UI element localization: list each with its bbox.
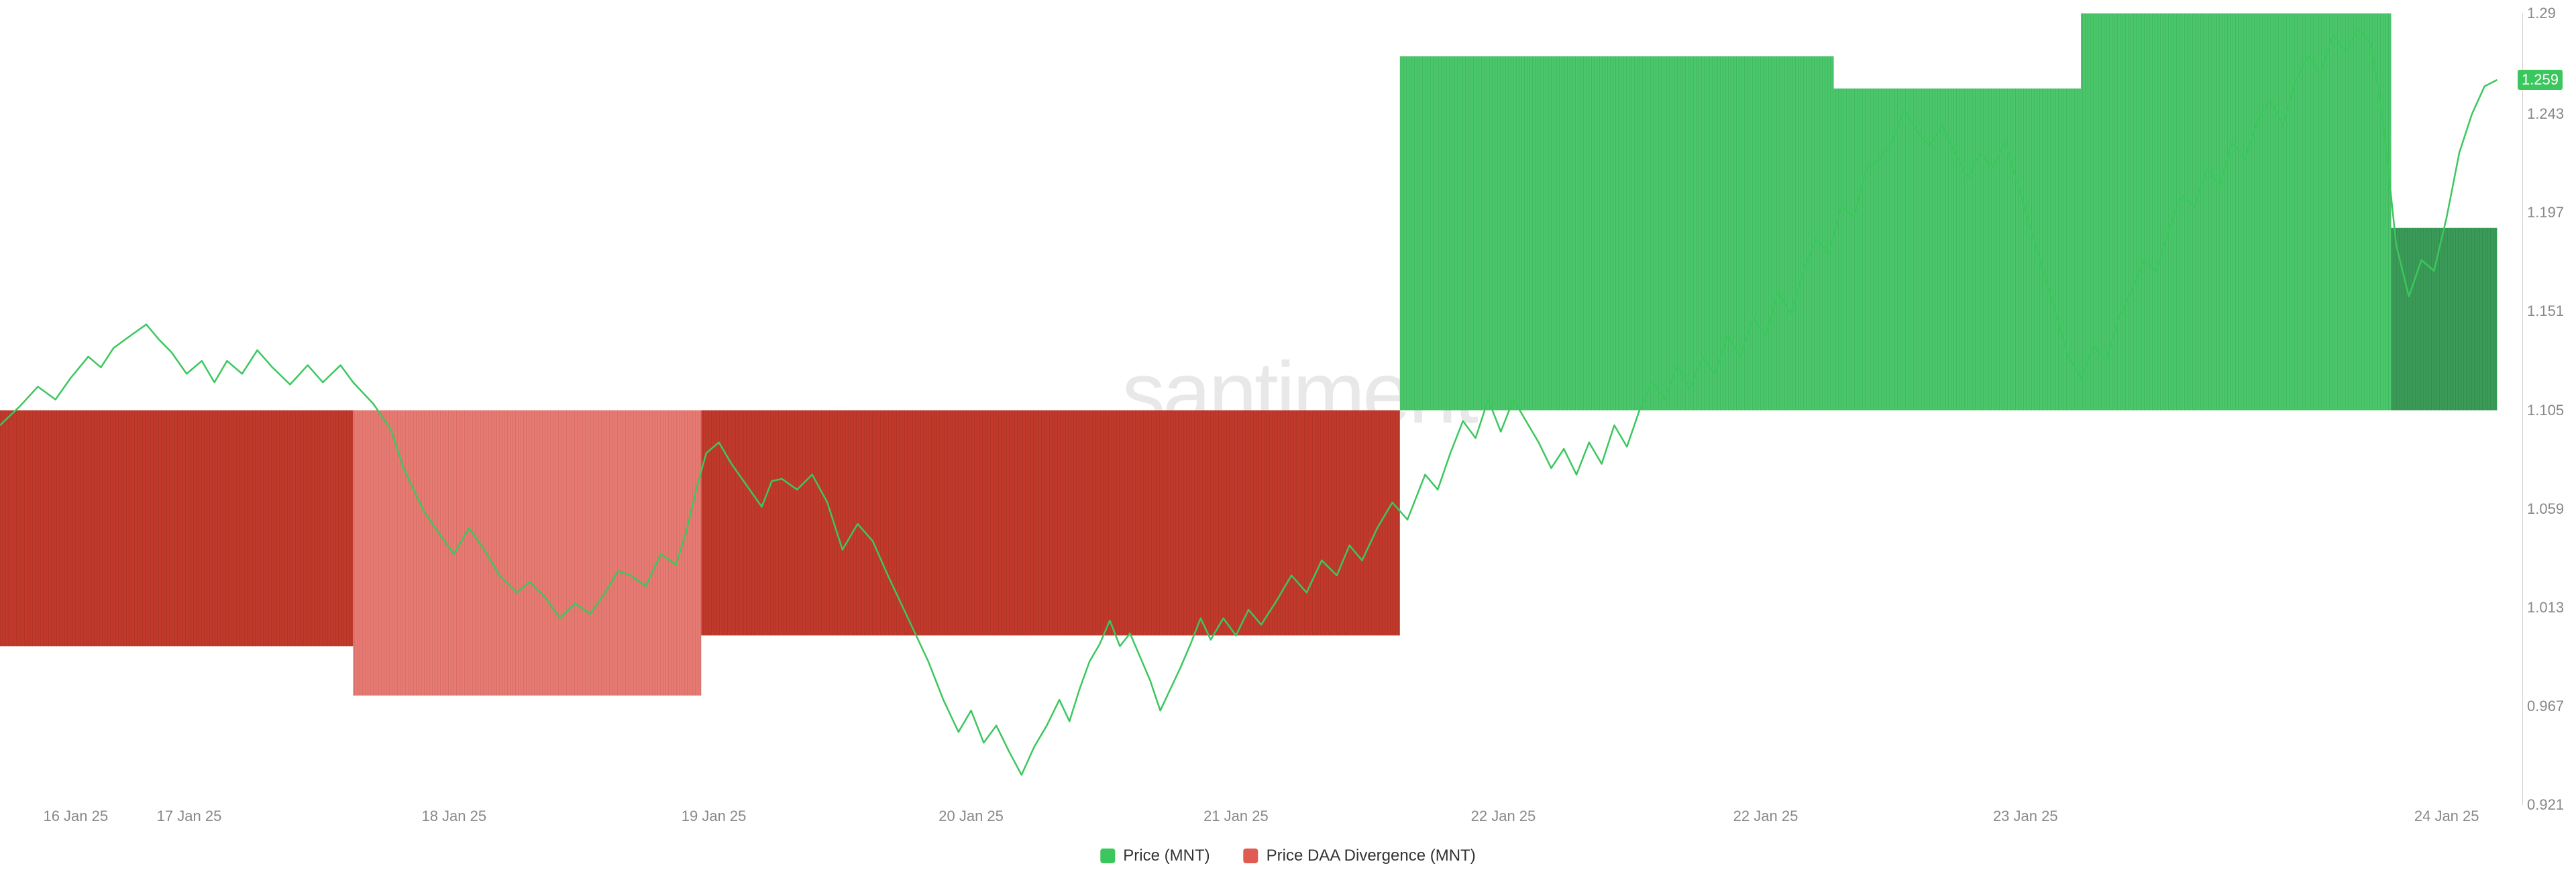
current-value-text: 1.259 [2522, 71, 2559, 88]
x-tick: 22 Jan 25 [1471, 808, 1536, 825]
legend-swatch-price [1100, 849, 1115, 863]
y-tick: 1.013 [2527, 599, 2564, 616]
price-daa-chart: .santiment 0.9210.9671.0131.0591.1051.15… [0, 0, 2576, 872]
x-tick: 20 Jan 25 [938, 808, 1004, 825]
y-tick: 0.921 [2527, 796, 2564, 814]
y-tick: 1.243 [2527, 105, 2564, 123]
y-tick: 1.29 [2527, 5, 2556, 22]
y-tick: 1.105 [2527, 402, 2564, 419]
divergence-bar[interactable] [1834, 89, 2081, 411]
divergence-bar[interactable] [2081, 13, 2391, 411]
current-value-badge: 1.259 [2518, 70, 2563, 90]
divergence-bar[interactable] [701, 411, 1400, 636]
legend-label-daa: Price DAA Divergence (MNT) [1267, 847, 1476, 865]
divergence-bar[interactable] [353, 411, 701, 696]
y-tick: 0.967 [2527, 698, 2564, 715]
y-axis: 0.9210.9671.0131.0591.1051.1511.1971.243… [2522, 13, 2576, 805]
divergence-bar[interactable] [1400, 56, 1834, 411]
divergence-bar[interactable] [0, 411, 353, 647]
x-tick: 22 Jan 25 [1733, 808, 1799, 825]
x-axis: 16 Jan 25 17 Jan 25 18 Jan 25 19 Jan 25 20 J… [0, 805, 2522, 832]
divergence-bar[interactable] [2391, 228, 2497, 411]
y-tick: 1.059 [2527, 500, 2564, 518]
legend-swatch-daa [1244, 849, 1258, 863]
x-tick: 21 Jan 25 [1203, 808, 1269, 825]
x-tick: 18 Jan 25 [421, 808, 486, 825]
legend-item-daa[interactable]: Price DAA Divergence (MNT) [1244, 847, 1476, 865]
x-tick: 16 Jan 25 [43, 808, 108, 825]
x-tick: 23 Jan 25 [1993, 808, 2058, 825]
x-tick: 17 Jan 25 [157, 808, 222, 825]
x-tick: 19 Jan 25 [682, 808, 747, 825]
y-tick: 1.197 [2527, 204, 2564, 221]
plot-area[interactable] [0, 13, 2522, 805]
y-tick: 1.151 [2527, 303, 2564, 320]
x-tick: 24 Jan 25 [2414, 808, 2479, 825]
legend-item-price[interactable]: Price (MNT) [1100, 847, 1210, 865]
legend-label-price: Price (MNT) [1123, 847, 1210, 865]
legend: Price (MNT) Price DAA Divergence (MNT) [1100, 847, 1475, 865]
